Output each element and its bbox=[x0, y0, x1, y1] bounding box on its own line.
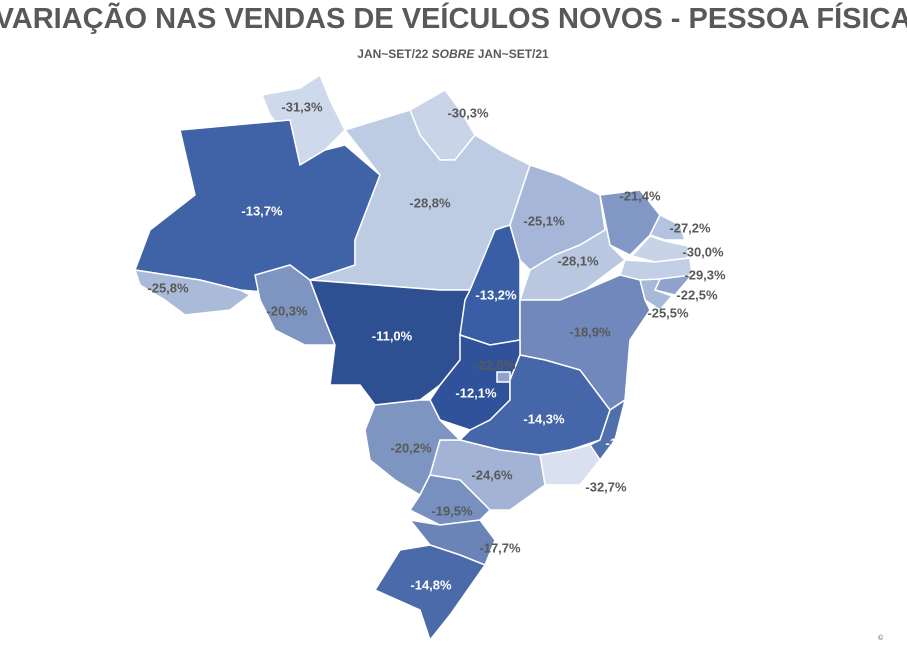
region bbox=[648, 213, 687, 241]
region bbox=[373, 544, 487, 642]
region bbox=[496, 371, 511, 383]
region-label: -13,2% bbox=[475, 287, 517, 302]
region-label: -27,2% bbox=[669, 220, 711, 235]
region-label: -13,7% bbox=[241, 203, 283, 218]
region-label: -25,8% bbox=[147, 280, 189, 295]
region-label: -19,5% bbox=[431, 503, 473, 518]
region-label: -28,8% bbox=[409, 195, 451, 210]
region bbox=[133, 269, 252, 316]
region-label: -25,5% bbox=[647, 305, 689, 320]
region-label: -20,3% bbox=[266, 303, 308, 318]
region-label: -28,1% bbox=[557, 253, 599, 268]
title: VARIAÇÃO NAS VENDAS DE VEÍCULOS NOVOS - … bbox=[0, 1, 907, 35]
subtitle: JAN~SET/22 SOBRE JAN~SET/21 bbox=[357, 47, 549, 61]
subtitle-part: JAN~SET/22 bbox=[357, 47, 428, 61]
region-label: -14,3% bbox=[523, 411, 565, 426]
region-label: -21,4% bbox=[619, 188, 661, 203]
region bbox=[364, 399, 462, 497]
region-label: -18,9% bbox=[569, 324, 611, 339]
labels: -31,3% -30,3% -13,7% -28,8% -25,8% -20,3% -11,… bbox=[147, 99, 726, 592]
region-label: -30,3% bbox=[447, 105, 489, 120]
region-label: -25,1% bbox=[523, 213, 565, 228]
region-label: -17,7% bbox=[479, 540, 521, 555]
region-label: -32,7% bbox=[585, 479, 627, 494]
credit: © bbox=[878, 634, 884, 642]
region-label: -22,5% bbox=[474, 357, 516, 372]
region-label: -12,1% bbox=[455, 385, 497, 400]
region-label: -30,0% bbox=[682, 244, 724, 259]
region-label: -24,6% bbox=[471, 467, 513, 482]
region-label: -31,3% bbox=[281, 99, 323, 114]
region-label: -15,8% bbox=[605, 435, 647, 450]
subtitle-part: SOBRE bbox=[432, 47, 476, 61]
map bbox=[133, 73, 694, 642]
region-label: -14,8% bbox=[410, 577, 452, 592]
region-label: -20,2% bbox=[390, 440, 432, 455]
subtitle-part: JAN~SET/21 bbox=[478, 47, 549, 61]
region-label: -29,3% bbox=[684, 267, 726, 282]
region-label: -22,5% bbox=[676, 287, 718, 302]
region-label: -11,0% bbox=[372, 328, 413, 343]
